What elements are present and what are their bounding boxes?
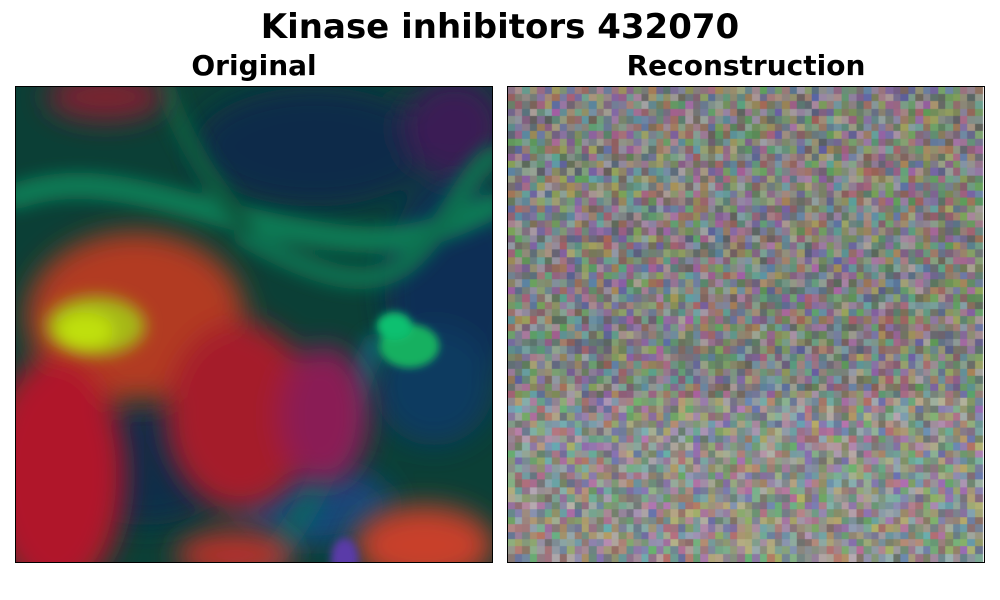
original-microscopy-image — [16, 87, 492, 562]
reconstruction-image — [507, 86, 985, 563]
original-panel-title: Original — [191, 49, 317, 82]
reconstruction-noise-image — [508, 87, 984, 562]
figure-title: Kinase inhibitors 432070 — [260, 7, 740, 47]
reconstruction-panel-title: Reconstruction — [626, 49, 866, 82]
original-image — [15, 86, 493, 563]
